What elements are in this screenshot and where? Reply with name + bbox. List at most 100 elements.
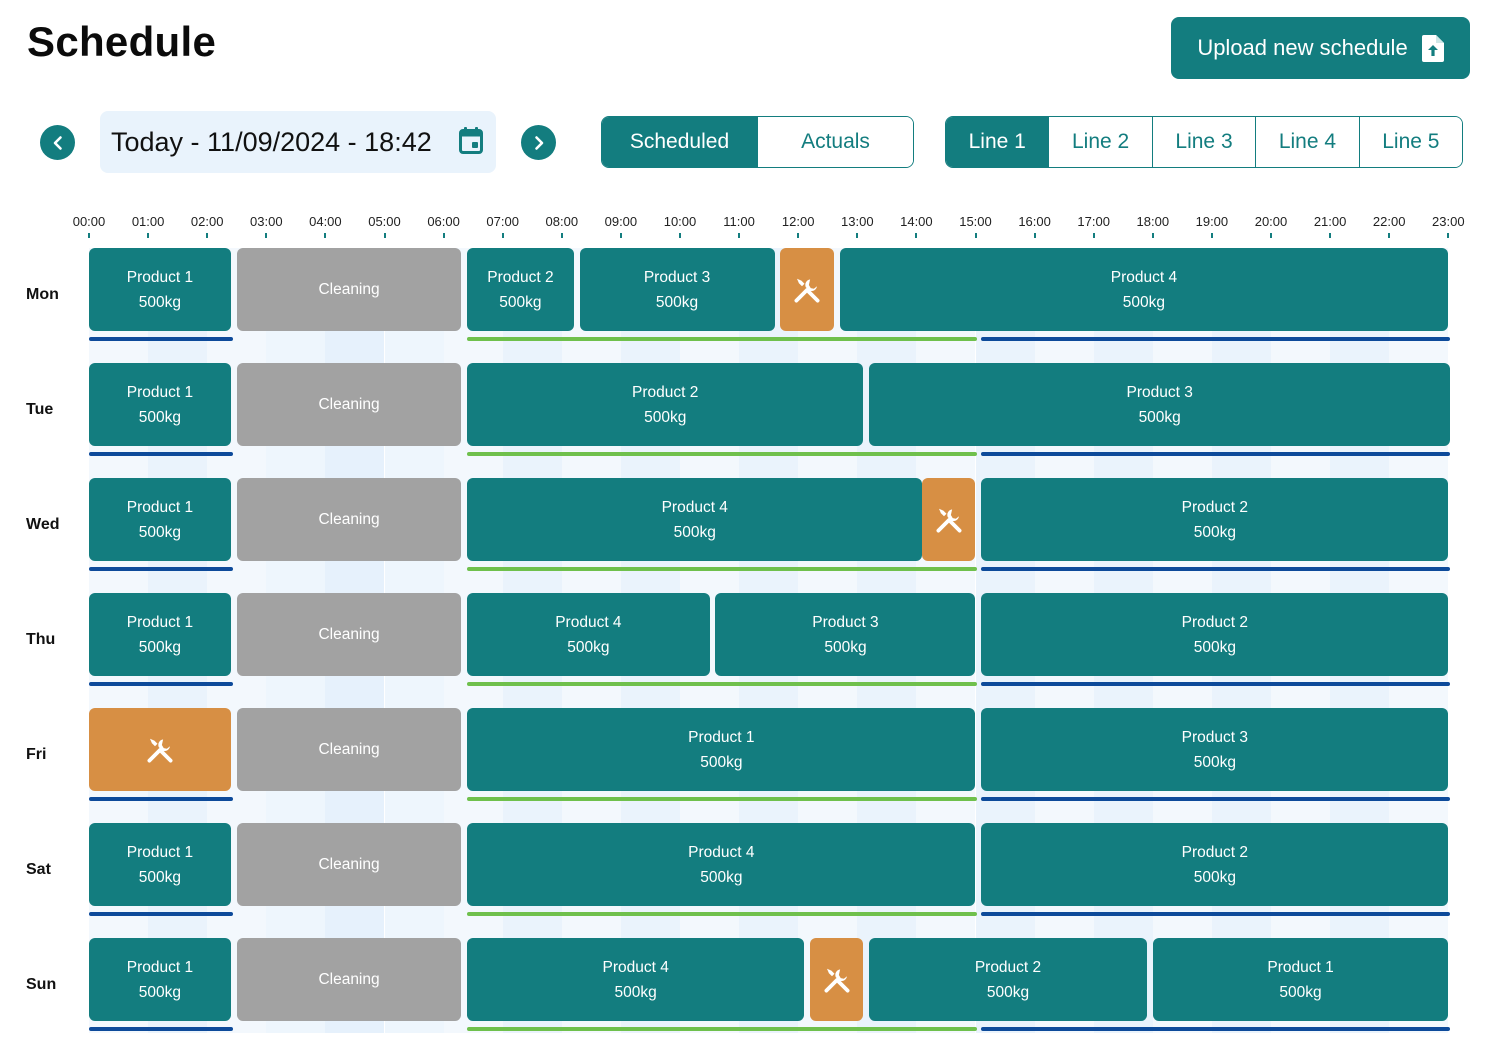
product-block[interactable]: Product 4 500kg [467,478,923,561]
product-block[interactable]: Product 1 500kg [1152,938,1449,1021]
time-tick-label: 23:00 [1432,214,1465,229]
product-block[interactable]: Product 4 500kg [839,248,1449,331]
time-tick-mark [679,233,681,238]
block-name: Cleaning [318,741,380,758]
product-block[interactable]: Product 3 500kg [715,593,976,676]
tab-line-4[interactable]: Line 4 [1255,117,1359,167]
product-block[interactable]: Product 4 500kg [467,823,976,906]
block-quantity: 500kg [673,523,716,541]
time-tick-mark [1033,233,1036,238]
block-name: Product 1 [126,383,194,401]
cleaning-block[interactable]: Cleaning [236,248,462,331]
time-tick-label: 20:00 [1254,214,1288,229]
product-block[interactable]: Product 2 500kg [981,593,1449,676]
time-tick-label: 14:00 [900,214,933,229]
maintenance-block[interactable] [922,478,976,561]
block-quantity: 500kg [700,753,743,771]
time-tick-label: 05:00 [368,214,401,229]
block-name: Cleaning [318,856,380,873]
block-name: Product 1 [1267,958,1334,976]
time-axis: 00:00 01:00 02:00 03:00 04:00 05:00 06:00 07:00… [0,210,1501,240]
toggle-actuals[interactable]: Actuals [757,117,913,167]
cleaning-block[interactable]: Cleaning [236,363,462,446]
cleaning-block[interactable]: Cleaning [236,938,462,1021]
product-block[interactable]: Product 4 500kg [467,593,710,676]
time-tick-mark [1329,233,1332,238]
shift-bar-blue [89,797,233,801]
product-block[interactable]: Product 1 500kg [89,248,231,331]
upload-schedule-button[interactable]: Upload new schedule [1171,17,1470,79]
block-name: Product 3 [643,268,711,286]
product-block[interactable]: Product 2 500kg [981,823,1449,906]
product-block[interactable]: Product 3 500kg [579,248,775,331]
block-name: Product 4 [1110,268,1178,286]
block-quantity: 500kg [138,523,182,541]
block-name: Product 2 [1181,613,1249,631]
product-block[interactable]: Product 2 500kg [981,478,1449,561]
block-quantity: 500kg [138,293,182,311]
maintenance-block[interactable] [810,938,864,1021]
shift-bar-blue [89,452,233,456]
tab-line-3[interactable]: Line 3 [1151,117,1256,167]
block-name: Product 1 [126,958,194,976]
cleaning-block[interactable]: Cleaning [236,823,462,906]
time-tick-mark [324,233,327,238]
tools-icon [147,738,173,762]
tab-line-5[interactable]: Line 5 [1358,117,1462,167]
product-block[interactable]: Product 1 500kg [89,363,231,446]
cleaning-block[interactable]: Cleaning [236,593,462,676]
block-name: Cleaning [318,396,380,413]
tools-icon [936,508,962,532]
product-block[interactable]: Product 1 500kg [89,823,231,906]
block-quantity: 500kg [1122,293,1166,311]
day-label-tue: Tue [26,401,54,418]
block-name: Product 1 [126,613,194,631]
time-tick-label: 12:00 [781,214,815,229]
block-name: Product 4 [688,843,755,861]
block-name: Product 1 [688,728,755,746]
maintenance-block[interactable] [780,248,834,331]
shift-bar-blue [981,912,1451,916]
shift-bar-green [467,452,978,456]
time-tick-mark [88,233,90,238]
time-tick-mark [1270,233,1272,238]
tab-line-1[interactable]: Line 1 [946,117,1049,167]
block-quantity: 500kg [644,408,687,426]
previous-day-button[interactable] [40,125,75,160]
tab-line-2[interactable]: Line 2 [1048,117,1152,167]
line-selector: Line 1 Line 2 Line 3 Line 4 Line 5 [945,116,1463,168]
product-block[interactable]: Product 2 500kg [869,938,1147,1021]
shift-bar-blue [89,912,233,916]
cleaning-block[interactable]: Cleaning [236,708,462,791]
toggle-scheduled[interactable]: Scheduled [602,117,757,167]
product-block[interactable]: Product 1 500kg [467,708,976,791]
time-tick-label: 03:00 [250,214,283,229]
product-block[interactable]: Product 2 500kg [467,363,864,446]
product-block[interactable]: Product 2 500kg [467,248,574,331]
block-quantity: 500kg [138,868,182,886]
shift-bar-green [467,797,978,801]
product-block[interactable]: Product 4 500kg [467,938,805,1021]
product-block[interactable]: Product 1 500kg [89,478,231,561]
block-name: Cleaning [318,511,380,528]
block-quantity: 500kg [614,983,657,1001]
block-quantity: 500kg [700,868,743,886]
cleaning-block[interactable]: Cleaning [236,478,462,561]
day-label-sun: Sun [26,976,57,993]
block-name: Product 1 [126,498,194,516]
time-tick-label: 13:00 [841,214,874,229]
block-name: Product 3 [812,613,879,631]
product-block[interactable]: Product 1 500kg [89,593,231,676]
time-tick-mark [206,233,209,238]
product-block[interactable]: Product 3 500kg [869,363,1451,446]
time-tick-mark [619,233,622,238]
calendar-icon[interactable] [459,127,483,162]
date-picker[interactable]: Today - 11/09/2024 - 18:42 [100,111,496,173]
shift-bar-green [467,567,978,571]
product-block[interactable]: Product 1 500kg [89,938,231,1021]
maintenance-block[interactable] [89,708,231,791]
next-day-button[interactable] [521,125,556,160]
time-tick-mark [501,233,504,238]
day-label-mon: Mon [26,286,59,303]
product-block[interactable]: Product 3 500kg [981,708,1449,791]
